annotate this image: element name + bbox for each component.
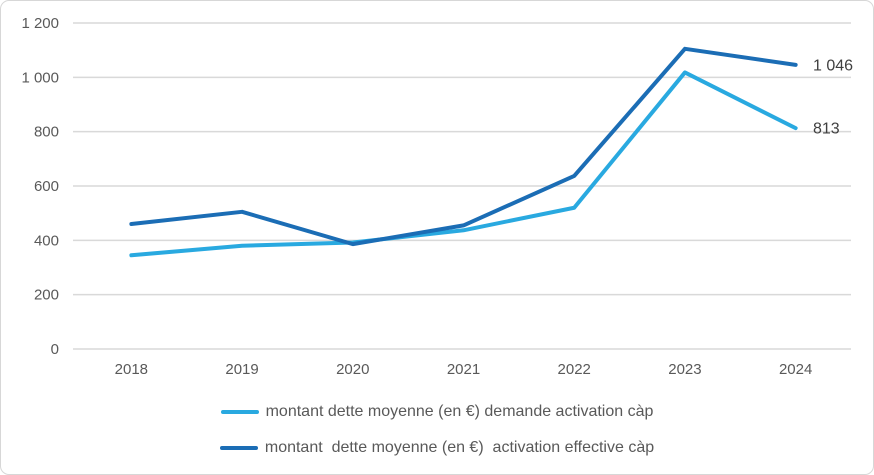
- legend-item-activation-effective: montant dette moyenne (en €) activation …: [219, 438, 655, 458]
- x-axis-label: 2019: [225, 361, 258, 378]
- chart-legend: montant dette moyenne (en €) demande act…: [1, 402, 873, 458]
- legend-item-demande-activation: montant dette moyenne (en €) demande act…: [220, 402, 654, 422]
- legend-label-activation-effective: montant dette moyenne (en €) activation …: [264, 439, 655, 456]
- x-axis-label: 2022: [558, 361, 591, 378]
- y-tick-label: 1 200: [21, 15, 59, 32]
- y-tick-label: 800: [34, 124, 59, 141]
- x-axis-label: 2024: [779, 361, 812, 378]
- y-tick-label: 600: [34, 178, 59, 195]
- y-tick-label: 0: [51, 341, 59, 358]
- legend-label-demande-activation: montant dette moyenne (en €) demande act…: [265, 403, 654, 420]
- legend-line-swatch-light-blue: [220, 410, 259, 414]
- legend-line-swatch-dark-blue: [219, 446, 258, 450]
- series-end-label: 813: [813, 121, 840, 138]
- x-axis-label: 2018: [115, 361, 148, 378]
- y-tick-label: 400: [34, 232, 59, 249]
- x-axis-label: 2023: [668, 361, 701, 378]
- y-tick-label: 1 000: [21, 69, 59, 86]
- series-line-1: [129, 46, 798, 247]
- series-end-label: 1 046: [813, 57, 853, 74]
- chart-plot-area: 0 200 400 600 800 1 000 1 200 2018 2019 2020 2021 2…: [21, 15, 853, 378]
- x-axis-label: 2021: [447, 361, 480, 378]
- y-tick-label: 200: [34, 287, 59, 304]
- series-line-0: [129, 70, 798, 258]
- x-axis-label: 2020: [336, 361, 369, 378]
